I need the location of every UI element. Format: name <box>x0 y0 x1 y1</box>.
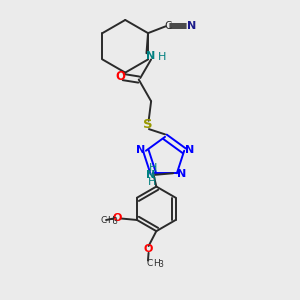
Text: O: O <box>115 70 125 83</box>
Text: S: S <box>143 118 153 131</box>
Text: 3: 3 <box>158 260 164 269</box>
Text: N: N <box>136 145 145 155</box>
Text: N: N <box>185 145 194 155</box>
Text: 3: 3 <box>113 218 118 226</box>
Text: N: N <box>146 170 155 180</box>
Text: H: H <box>148 177 156 187</box>
Text: O: O <box>112 212 122 223</box>
Text: O: O <box>144 244 153 254</box>
Text: H: H <box>107 216 114 225</box>
Text: N: N <box>177 169 186 179</box>
Text: H: H <box>158 52 166 62</box>
Text: C: C <box>164 21 172 31</box>
Text: H: H <box>149 163 157 173</box>
Text: C: C <box>101 216 107 225</box>
Text: N: N <box>187 21 196 31</box>
Text: C: C <box>146 259 153 268</box>
Text: N: N <box>146 51 156 61</box>
Text: H: H <box>153 259 160 268</box>
